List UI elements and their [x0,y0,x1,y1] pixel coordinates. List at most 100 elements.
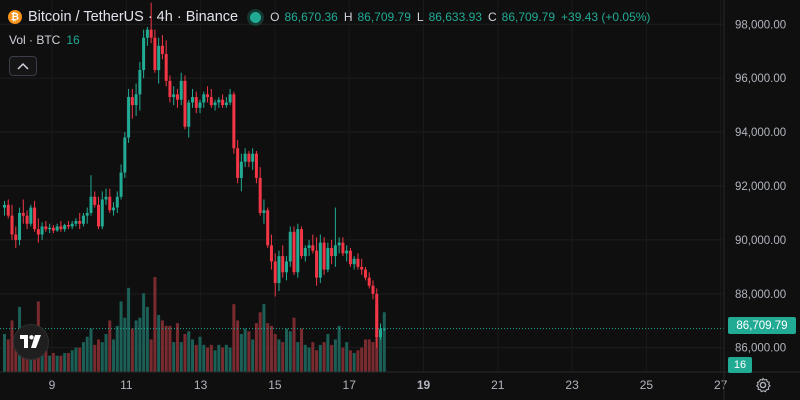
candle[interactable] [100,191,104,230]
candle[interactable] [145,26,149,46]
candle[interactable] [191,88,194,108]
candle[interactable] [25,210,29,230]
candle[interactable] [123,132,127,178]
candle[interactable] [288,226,292,267]
candle[interactable] [269,234,273,270]
candle[interactable] [104,188,108,205]
candle[interactable] [337,237,341,254]
candle[interactable] [367,272,371,289]
candle[interactable] [262,199,266,224]
candle[interactable] [40,222,44,240]
candle[interactable] [36,218,40,243]
candle[interactable] [243,148,247,168]
candle[interactable] [93,191,97,208]
candle[interactable] [322,237,326,275]
candle[interactable] [206,86,210,103]
candle[interactable] [21,199,25,224]
candle[interactable] [33,200,37,232]
candle[interactable] [175,88,179,108]
candle[interactable] [311,234,315,254]
candle[interactable] [44,221,48,232]
candle[interactable] [352,256,356,270]
candle[interactable] [285,256,288,281]
candle[interactable] [48,223,52,234]
candle[interactable] [221,94,225,108]
candle[interactable] [115,191,119,213]
gear-icon[interactable] [755,377,771,393]
candle[interactable] [134,83,138,116]
candle[interactable] [330,239,334,265]
candle[interactable] [292,226,296,275]
candle[interactable] [254,150,258,184]
candle[interactable] [300,226,304,259]
candle[interactable] [341,237,345,257]
candle[interactable] [14,226,18,248]
candle[interactable] [375,288,379,348]
candle[interactable] [81,212,85,227]
candle[interactable] [70,221,74,230]
candle[interactable] [119,164,123,200]
candle[interactable] [251,148,255,170]
tradingview-logo-icon[interactable] [13,324,49,360]
candle[interactable] [97,196,100,230]
candle[interactable] [74,218,78,227]
candle[interactable] [348,248,352,267]
candle[interactable] [307,239,311,257]
candle[interactable] [318,234,322,284]
candle[interactable] [266,207,270,248]
candle[interactable] [333,207,337,267]
candle[interactable] [326,242,330,273]
candle[interactable] [66,221,70,230]
candle[interactable] [160,35,164,60]
candle[interactable] [63,223,67,232]
candle[interactable] [281,245,285,278]
candle[interactable] [273,253,277,297]
candle[interactable] [142,29,146,79]
candle[interactable] [183,75,187,130]
candle[interactable] [187,99,191,138]
candle[interactable] [356,253,360,270]
candle[interactable] [277,250,281,292]
candle[interactable] [59,221,63,232]
candle[interactable] [3,200,6,216]
candle[interactable] [51,225,55,234]
candle[interactable] [258,167,262,216]
candle[interactable] [371,280,375,300]
candle[interactable] [213,99,217,111]
candle[interactable] [179,72,183,106]
candle[interactable] [89,175,93,216]
symbol-title[interactable]: Bitcoin / TetherUS · 4h · Binance [28,9,239,25]
candle[interactable] [153,29,157,73]
candle[interactable] [232,91,236,154]
candle[interactable] [363,266,367,281]
candle[interactable] [239,153,243,192]
candle[interactable] [379,323,382,340]
candle[interactable] [198,99,202,114]
candle[interactable] [18,207,22,246]
candle[interactable] [29,204,33,227]
candle[interactable] [112,202,116,216]
candle[interactable] [345,245,349,262]
collapse-legend-button[interactable] [9,56,37,76]
candle[interactable] [172,86,176,106]
candle[interactable] [360,258,364,275]
candle[interactable] [164,40,168,87]
candle[interactable] [108,188,112,213]
candle[interactable] [55,223,59,232]
candle[interactable] [228,88,232,106]
candle[interactable] [194,91,198,114]
candle[interactable] [127,88,131,143]
candle[interactable] [236,140,240,184]
candle[interactable] [149,2,153,44]
candle[interactable] [209,88,213,108]
candle[interactable] [138,62,142,111]
candle[interactable] [315,237,319,286]
candle[interactable] [303,245,307,262]
candle[interactable] [78,212,82,230]
candle[interactable] [296,223,300,278]
candle[interactable] [202,91,206,108]
candle[interactable] [217,97,221,108]
candle[interactable] [157,37,161,84]
candle[interactable] [247,150,251,168]
